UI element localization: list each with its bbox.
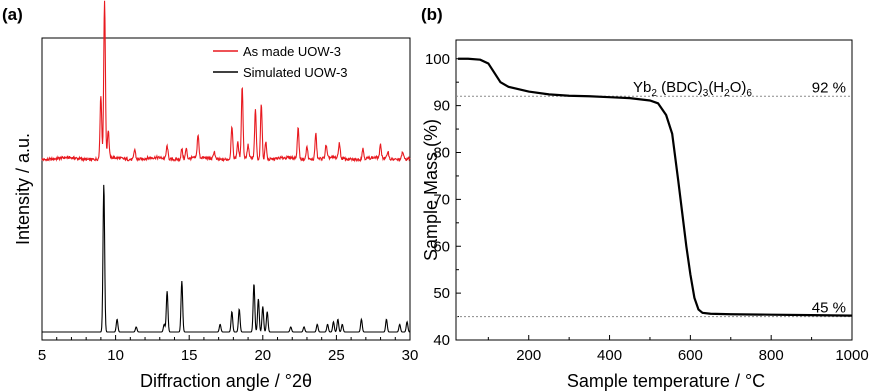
panel-a-y-axis-title: Intensity / a.u. xyxy=(13,133,33,245)
panel-b: (b) 200 400 600 800 1000 40 50 60 70 80 90 100 92 … xyxy=(421,5,869,391)
legend-label-simulated: Simulated UOW-3 xyxy=(243,65,348,80)
x-tick-label: 1000 xyxy=(835,347,868,364)
legend-label-as-made: As made UOW-3 xyxy=(243,44,341,59)
x-tick-label: 800 xyxy=(759,347,784,364)
panel-b-x-axis-title: Sample temperature / °C xyxy=(567,371,765,391)
panel-a-x-axis-title: Diffraction angle / °2θ xyxy=(140,371,312,391)
panel-b-x-ticks: 200 400 600 800 1000 xyxy=(487,335,869,364)
series-line-as-made xyxy=(41,0,411,163)
reference-line-label: 45 % xyxy=(812,300,846,317)
tga-mass-curve xyxy=(458,57,853,317)
y-tick-label: 80 xyxy=(433,145,450,162)
x-tick-label: 400 xyxy=(597,347,622,364)
x-tick-label: 600 xyxy=(678,347,703,364)
x-tick-label: 30 xyxy=(402,347,419,364)
panel-b-plot-frame xyxy=(455,39,853,341)
panel-a-plot-frame xyxy=(41,37,411,341)
y-tick-label: 100 xyxy=(425,51,450,68)
x-tick-label: 15 xyxy=(181,347,198,364)
panel-b-y-axis-title: Sample Mass (%) xyxy=(421,119,441,261)
y-tick-label: 90 xyxy=(433,98,450,115)
x-tick-label: 20 xyxy=(254,347,271,364)
y-tick-label: 60 xyxy=(433,238,450,255)
x-tick-label: 10 xyxy=(107,347,124,364)
series-line-simulated xyxy=(42,184,411,333)
y-tick-label: 70 xyxy=(433,191,450,208)
panel-b-formula-annotation: Yb2 (BDC)3(H2O)6 xyxy=(633,79,752,99)
y-tick-label: 50 xyxy=(433,285,450,302)
panel-b-label: (b) xyxy=(421,5,443,24)
x-tick-label: 5 xyxy=(38,347,46,364)
panel-b-reference-lines: 92 % 45 % xyxy=(456,79,852,318)
panel-a-label: (a) xyxy=(2,5,23,24)
panel-a-legend: As made UOW-3 Simulated UOW-3 xyxy=(213,44,348,80)
x-tick-label: 25 xyxy=(328,347,345,364)
panel-b-y-ticks: 40 50 60 70 80 90 100 xyxy=(425,51,461,349)
y-tick-label: 40 xyxy=(433,332,450,349)
reference-line-label: 92 % xyxy=(812,79,846,96)
x-tick-label: 200 xyxy=(516,347,541,364)
panel-a: (a) 5 10 15 20 25 30 Diffraction angle / °2θ … xyxy=(2,0,419,391)
panel-a-x-ticks: 5 10 15 20 25 30 xyxy=(38,335,419,364)
